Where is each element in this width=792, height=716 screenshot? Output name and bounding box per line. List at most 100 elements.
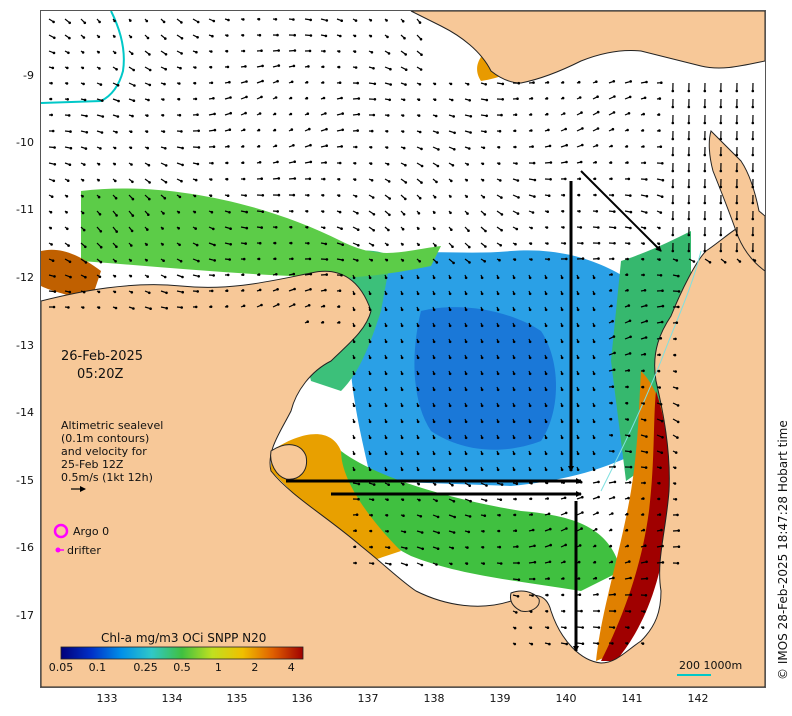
velocity-arrow-head: [292, 272, 296, 276]
velocity-arrow-head: [417, 243, 420, 246]
velocity-arrow-head: [578, 210, 581, 213]
velocity-arrow-head: [484, 229, 487, 233]
velocity-arrow-head: [513, 258, 517, 261]
velocity-arrow-head: [309, 34, 313, 37]
velocity-arrow-head: [560, 420, 564, 424]
velocity-arrow-head: [420, 181, 423, 184]
velocity-arrow-head: [661, 162, 664, 165]
velocity-arrow-head: [293, 49, 297, 52]
velocity-arrow-head: [512, 276, 516, 280]
velocity-arrow-head: [404, 197, 407, 201]
velocity-arrow-head: [241, 273, 245, 277]
velocity-arrow-head: [241, 161, 245, 164]
velocity-arrow-head: [613, 226, 617, 229]
velocity-arrow-head: [435, 180, 438, 184]
velocity-arrow-head: [545, 610, 549, 613]
velocity-arrow-head: [592, 436, 596, 440]
velocity-arrow-head: [385, 514, 389, 517]
x-tick-label: 136: [291, 692, 313, 705]
velocity-arrow-head: [560, 372, 564, 376]
velocity-arrow-head: [581, 642, 585, 645]
velocity-arrow-head: [687, 201, 691, 205]
velocity-arrow-head: [628, 95, 632, 99]
velocity-arrow-head: [290, 80, 294, 84]
velocity-arrow-head: [434, 244, 437, 247]
velocity-arrow-head: [611, 642, 614, 645]
velocity-arrow-head: [661, 178, 665, 182]
velocity-arrow-head: [626, 544, 629, 548]
velocity-arrow-head: [658, 97, 662, 100]
velocity-arrow-head: [496, 292, 500, 296]
velocity-arrow-head: [337, 321, 341, 324]
velocity-arrow-head: [545, 97, 549, 100]
velocity-arrow-head: [578, 96, 582, 99]
velocity-arrow-head: [50, 243, 53, 246]
velocity-arrow-head: [687, 217, 691, 221]
velocity-arrow-head: [657, 113, 661, 116]
velocity-arrow-head: [544, 436, 548, 440]
colorbar-tick-label: 4: [287, 661, 295, 674]
velocity-arrow-head: [644, 466, 648, 469]
colorbar-tick-label: 0.1: [88, 661, 107, 674]
velocity-arrow-head: [628, 481, 632, 484]
velocity-arrow-head: [352, 276, 356, 280]
velocity-arrow-head: [719, 137, 723, 141]
velocity-arrow-head: [352, 388, 356, 392]
velocity-arrow-head: [418, 260, 422, 263]
velocity-arrow-head: [242, 177, 246, 181]
velocity-arrow-head: [512, 452, 516, 456]
chl-north-band: [81, 188, 441, 278]
velocity-arrow-head: [241, 145, 245, 148]
velocity-arrow-head: [496, 388, 500, 392]
velocity-arrow-head: [435, 261, 439, 264]
velocity-arrow-head: [671, 233, 675, 237]
velocity-arrow-head: [100, 131, 104, 134]
velocity-arrow-head: [641, 642, 645, 645]
velocity-arrow-head: [148, 291, 151, 295]
velocity-arrow-head: [496, 356, 500, 360]
velocity-arrow-head: [469, 131, 472, 134]
velocity-arrow-head: [67, 51, 70, 55]
velocity-arrow-head: [245, 226, 249, 230]
velocity-arrow-head: [480, 372, 484, 376]
velocity-arrow-head: [751, 233, 755, 237]
velocity-arrow-head: [309, 272, 313, 276]
velocity-arrow-head: [369, 146, 373, 149]
land-new-guinea: [410, 11, 765, 84]
velocity-arrow-head: [340, 273, 343, 277]
velocity-arrow-head: [353, 50, 357, 53]
velocity-arrow-head: [512, 468, 516, 472]
velocity-arrow-head: [561, 593, 565, 597]
velocity-arrow-head: [352, 468, 356, 472]
velocity-arrow-head: [528, 420, 532, 424]
velocity-arrow-head: [210, 81, 214, 85]
velocity-arrow-head: [420, 531, 424, 534]
velocity-arrow-head: [530, 258, 533, 261]
velocity-arrow-head: [260, 177, 263, 180]
velocity-arrow-head: [516, 545, 519, 548]
velocity-arrow-head: [468, 515, 472, 518]
velocity-arrow-head: [257, 145, 261, 148]
velocity-arrow-head: [114, 260, 117, 263]
velocity-arrow-head: [735, 137, 739, 141]
velocity-arrow-head: [416, 372, 420, 376]
velocity-arrow-head: [292, 303, 296, 306]
velocity-arrow-head: [592, 324, 596, 328]
velocity-arrow-head: [386, 162, 390, 166]
velocity-arrow-head: [386, 243, 389, 247]
velocity-arrow-head: [735, 185, 739, 189]
velocity-arrow-head: [50, 113, 53, 117]
drifter-label: drifter: [67, 544, 101, 557]
velocity-arrow-head: [480, 308, 484, 312]
velocity-arrow-head: [613, 95, 616, 98]
velocity-arrow-head: [324, 242, 328, 246]
velocity-arrow-head: [354, 66, 358, 69]
velocity-arrow-head: [162, 259, 165, 262]
velocity-arrow-head: [465, 562, 469, 565]
velocity-arrow-head: [65, 195, 69, 198]
velocity-arrow-head: [388, 98, 392, 102]
velocity-arrow-head: [196, 36, 199, 39]
velocity-arrow-head: [560, 436, 564, 440]
velocity-arrow-head: [212, 227, 215, 231]
velocity-arrow-head: [83, 98, 87, 102]
